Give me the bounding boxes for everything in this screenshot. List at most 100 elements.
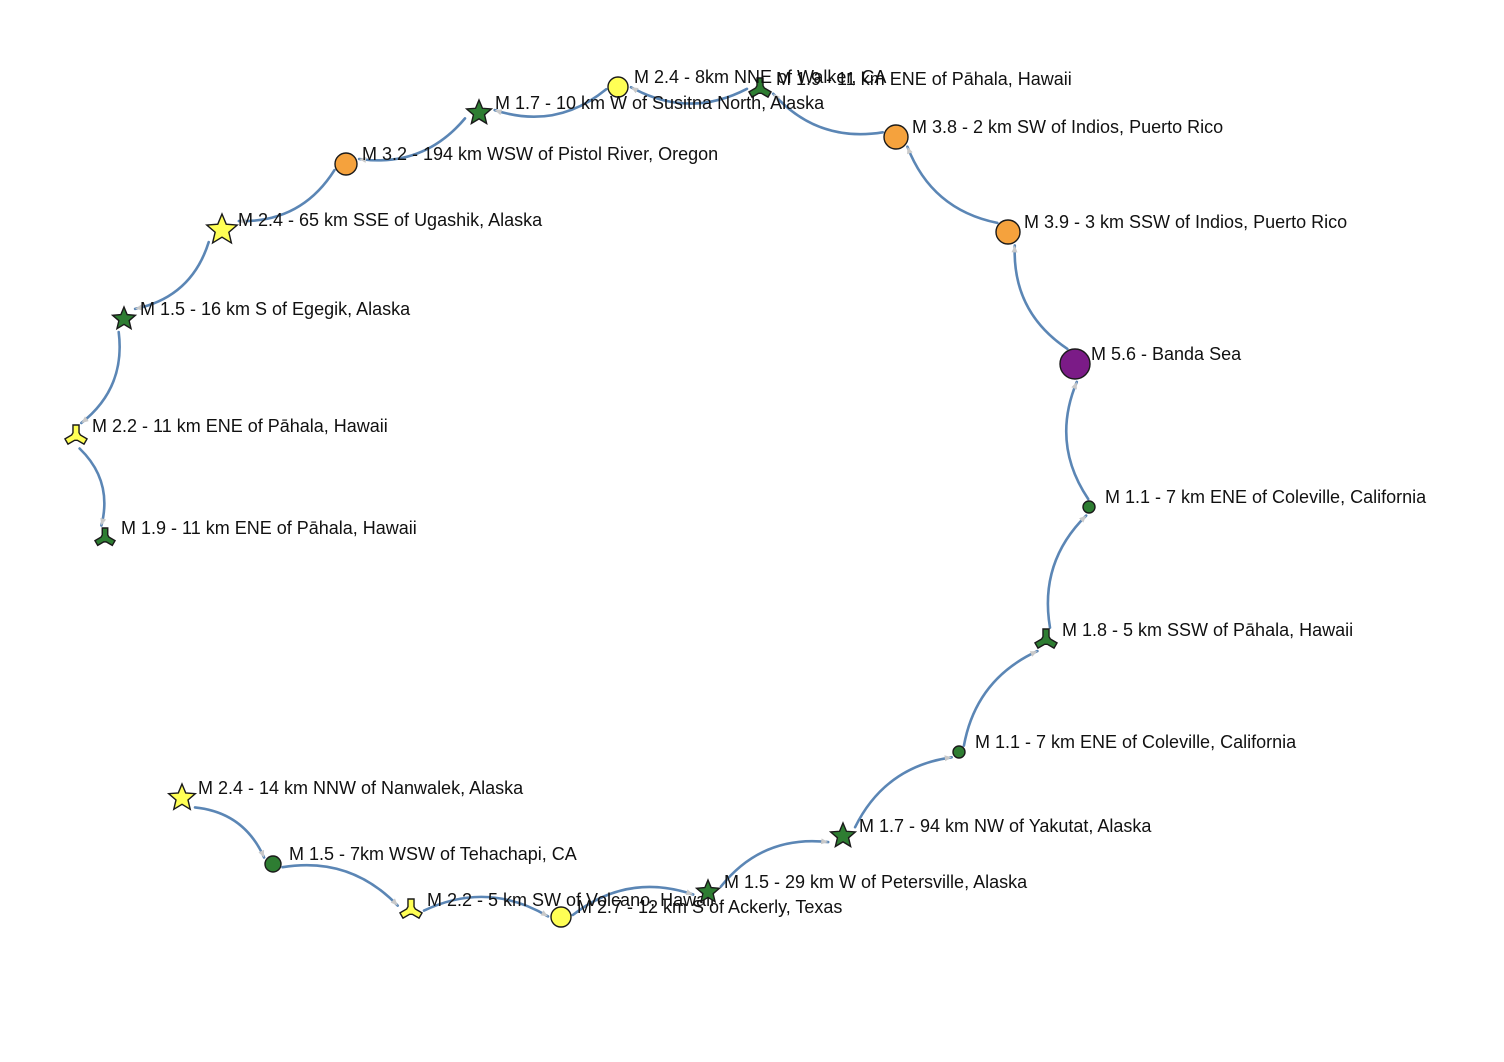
node-label: M 1.1 - 7 km ENE of Coleville, Californi… [975, 732, 1297, 752]
node-n8[interactable]: M 1.1 - 7 km ENE of Coleville, Californi… [1082, 487, 1427, 514]
node-label: M 1.5 - 29 km W of Petersville, Alaska [724, 872, 1028, 892]
node-star-marker [110, 305, 138, 331]
arrow-head-n4 [685, 889, 694, 896]
arrow-head-n12 [773, 93, 781, 101]
edge-n4-to-n5 [719, 839, 830, 888]
edge-n18-to-n19 [78, 447, 106, 527]
edge-n17-to-n18 [80, 330, 121, 425]
node-label: M 1.9 - 11 km ENE of Pāhala, Hawaii [121, 518, 417, 538]
arrow-head-n2 [390, 898, 398, 906]
edge-n0-to-n1 [193, 806, 266, 859]
node-label: M 2.2 - 5 km SW of Volcano, Hawaii [427, 890, 714, 910]
node-star-marker [694, 878, 722, 904]
arrow-head-n19 [100, 518, 107, 526]
node-n16[interactable]: M 2.4 - 65 km SSE of Ugashik, Alaska [205, 210, 543, 245]
node-n2[interactable]: M 2.2 - 5 km SW of Volcano, Hawaii [399, 890, 714, 920]
arrow-head-n1 [258, 849, 265, 858]
arrow-head-n15 [359, 157, 367, 163]
node-label: M 1.8 - 5 km SSW of Pāhala, Hawaii [1062, 620, 1353, 640]
node-n14[interactable]: M 1.7 - 10 km W of Susitna North, Alaska [464, 93, 825, 125]
arrow-head-n8 [1079, 515, 1087, 523]
arrow-head-n17 [135, 304, 143, 311]
node-star-marker [828, 821, 858, 848]
node-circle-marker [883, 124, 909, 150]
node-label: M 1.9 - 11 km ENE of Pāhala, Hawaii [776, 69, 1072, 89]
node-n6[interactable]: M 1.1 - 7 km ENE of Coleville, Californi… [952, 732, 1297, 759]
node-label: M 3.9 - 3 km SSW of Indios, Puerto Rico [1024, 212, 1347, 232]
node-label: M 2.7 - 12 km S of Ackerly, Texas [577, 897, 842, 917]
arrow-head-n10 [1011, 245, 1018, 253]
node-n19[interactable]: M 1.9 - 11 km ENE of Pāhala, Hawaii [94, 518, 417, 547]
node-n15[interactable]: M 3.2 - 194 km WSW of Pistol River, Oreg… [334, 144, 718, 176]
node-label: M 2.4 - 65 km SSE of Ugashik, Alaska [238, 210, 543, 230]
arrow-head-n13 [631, 87, 639, 94]
edge-n10-to-n11 [906, 145, 999, 225]
node-n11[interactable]: M 3.8 - 2 km SW of Indios, Puerto Rico [883, 117, 1223, 150]
edges-layer [78, 85, 1090, 918]
node-star-marker [205, 212, 239, 245]
node-circle-marker [607, 76, 629, 98]
nodes-layer: M 2.4 - 14 km NNW of Nanwalek, Alaska M 1… [64, 67, 1427, 928]
node-tri-lobe-marker [94, 527, 116, 547]
node-circle-marker [550, 906, 572, 928]
node-circle-marker [952, 745, 966, 759]
arrow-head-n11 [907, 146, 913, 155]
node-n3[interactable]: M 2.7 - 12 km S of Ackerly, Texas [550, 897, 842, 928]
node-star-marker [464, 98, 494, 125]
node-label: M 1.5 - 7km WSW of Tehachapi, CA [289, 844, 577, 864]
node-tri-lobe-marker [64, 424, 88, 446]
edge-n2-to-n3 [422, 895, 550, 918]
arrow-head-n16 [238, 218, 246, 225]
arrow-head-n9 [1071, 381, 1077, 390]
edge-n1-to-n2 [281, 863, 399, 907]
node-n7[interactable]: M 1.8 - 5 km SSW of Pāhala, Hawaii [1034, 620, 1353, 650]
arrow-head-n7 [1029, 651, 1038, 657]
node-n5[interactable]: M 1.7 - 94 km NW of Yakutat, Alaska [828, 816, 1153, 848]
node-label: M 2.4 - 14 km NNW of Nanwalek, Alaska [198, 778, 524, 798]
node-circle-marker [1082, 500, 1096, 514]
arrow-head-n5 [820, 838, 829, 845]
node-n0[interactable]: M 2.4 - 14 km NNW of Nanwalek, Alaska [166, 778, 524, 811]
node-n18[interactable]: M 2.2 - 11 km ENE of Pāhala, Hawaii [64, 416, 388, 446]
node-circle-marker [1059, 348, 1091, 380]
node-star-marker [166, 782, 198, 811]
node-n13[interactable]: M 2.4 - 8km NNE of Walker, CA [607, 67, 886, 98]
edge-n9-to-n10 [1013, 244, 1069, 351]
arrow-head-n6 [944, 755, 952, 762]
node-tri-lobe-marker [748, 77, 772, 99]
arrow-head-n14 [494, 109, 503, 116]
node-label: M 2.4 - 8km NNE of Walker, CA [634, 67, 886, 87]
edge-n5-to-n6 [853, 756, 953, 829]
node-label: M 2.2 - 11 km ENE of Pāhala, Hawaii [92, 416, 388, 436]
node-label: M 1.7 - 94 km NW of Yakutat, Alaska [859, 816, 1152, 836]
node-n9[interactable]: M 5.6 - Banda Sea [1059, 344, 1242, 380]
node-tri-lobe-marker [1034, 628, 1058, 650]
node-circle-marker [334, 152, 358, 176]
edge-n7-to-n8 [1046, 514, 1088, 629]
edge-n16-to-n17 [133, 240, 210, 311]
edge-n11-to-n12 [771, 92, 885, 136]
edge-n15-to-n16 [237, 168, 336, 223]
node-n12[interactable]: M 1.9 - 11 km ENE of Pāhala, Hawaii [748, 69, 1072, 99]
arrow-head-n3 [540, 910, 548, 917]
node-label: M 3.8 - 2 km SW of Indios, Puerto Rico [912, 117, 1223, 137]
edge-n3-to-n4 [571, 885, 695, 917]
edge-n6-to-n7 [962, 649, 1039, 747]
node-n17[interactable]: M 1.5 - 16 km S of Egegik, Alaska [110, 299, 412, 331]
node-tri-lobe-marker [399, 898, 423, 920]
node-label: M 1.5 - 16 km S of Egegik, Alaska [140, 299, 411, 319]
edge-n12-to-n13 [629, 85, 749, 105]
edge-n14-to-n15 [357, 117, 467, 162]
node-label: M 1.7 - 10 km W of Susitna North, Alaska [495, 93, 825, 113]
node-label: M 1.1 - 7 km ENE of Coleville, Californi… [1105, 487, 1427, 507]
node-circle-marker [264, 855, 282, 873]
node-n10[interactable]: M 3.9 - 3 km SSW of Indios, Puerto Rico [995, 212, 1347, 245]
node-n1[interactable]: M 1.5 - 7km WSW of Tehachapi, CA [264, 844, 577, 873]
edge-n8-to-n9 [1064, 380, 1090, 501]
node-label: M 5.6 - Banda Sea [1091, 344, 1242, 364]
arrow-head-n18 [81, 416, 89, 423]
node-label: M 3.2 - 194 km WSW of Pistol River, Oreg… [362, 144, 718, 164]
node-n4[interactable]: M 1.5 - 29 km W of Petersville, Alaska [694, 872, 1028, 904]
edge-n13-to-n14 [493, 87, 608, 119]
